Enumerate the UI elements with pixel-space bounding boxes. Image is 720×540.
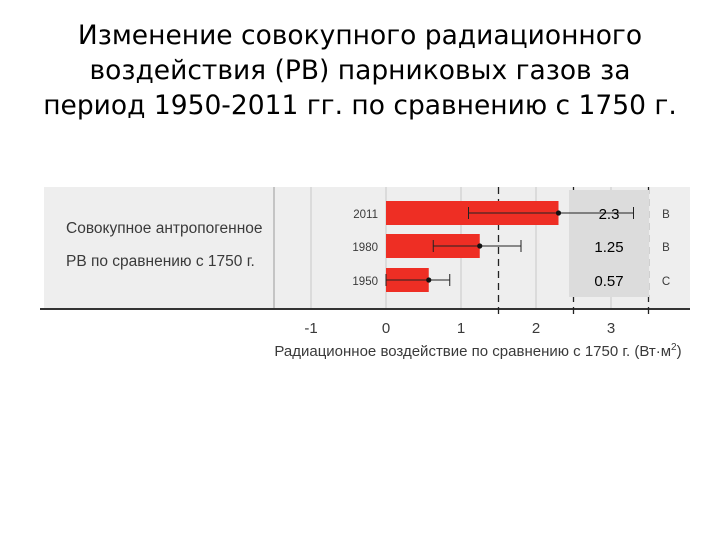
x-axis-label-text: Радиационное воздействие по сравнению с … <box>274 343 671 360</box>
year-label-1950: 1950 <box>352 276 378 288</box>
value-marker-2011 <box>555 210 562 216</box>
x-tick-label-0: -1 <box>304 320 317 337</box>
year-label-2011: 2011 <box>353 209 378 221</box>
value-label-box <box>569 190 649 297</box>
confidence-label-1980: В <box>662 242 670 254</box>
x-axis-label-superscript: 2 <box>671 342 677 353</box>
row-label-line-2: РВ по сравнению с 1750 г. <box>66 253 255 270</box>
x-axis-label: Радиационное воздействие по сравнению с … <box>274 342 681 360</box>
x-tick-label-3: 2 <box>532 320 540 337</box>
row-label-line-1: Совокупное антропогенное <box>66 220 263 237</box>
confidence-label-2011: В <box>662 209 670 221</box>
value-marker-1950 <box>426 277 432 283</box>
value-marker-1980 <box>477 243 483 249</box>
year-label-1980: 1980 <box>352 242 378 254</box>
slide-title: Изменение совокупного радиационного возд… <box>0 18 720 123</box>
value-label-2011: 2.3 <box>599 206 620 223</box>
value-label-1980: 1.25 <box>594 239 623 256</box>
x-tick-label-1: 0 <box>382 320 390 337</box>
title-line-1: Изменение совокупного радиационного <box>77 20 643 51</box>
x-tick-label-4: 3 <box>607 320 615 337</box>
x-tick-label-2: 1 <box>457 320 465 337</box>
x-axis-label-suffix: ) <box>677 343 682 360</box>
value-label-1950: 0.57 <box>594 273 623 290</box>
title-line-3: период 1950-2011 гг. по сравнению с 1750… <box>43 90 677 121</box>
confidence-label-1950: С <box>662 276 670 288</box>
title-line-2: воздействия (РВ) парниковых газов за <box>89 55 631 86</box>
